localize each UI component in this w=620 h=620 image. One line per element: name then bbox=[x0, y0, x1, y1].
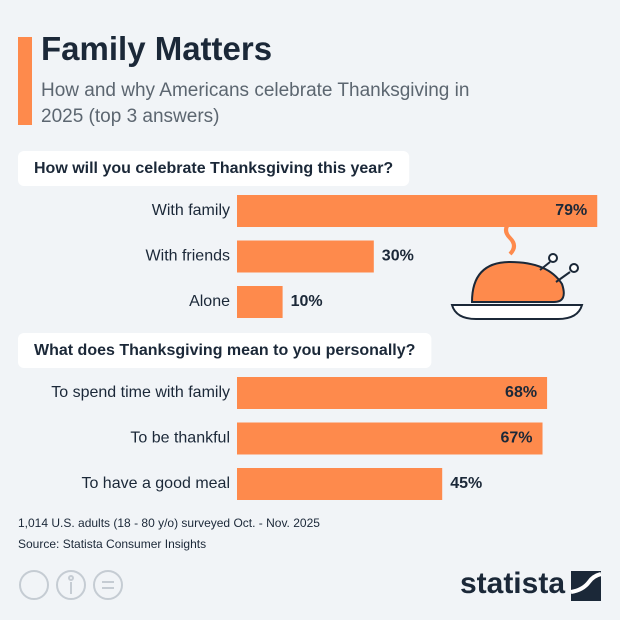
logo-mark-swoosh bbox=[570, 572, 602, 594]
bar bbox=[237, 240, 374, 273]
category-label: To have a good meal bbox=[81, 475, 230, 492]
value-label: 10% bbox=[291, 293, 323, 310]
footnote: 1,014 U.S. adults (18 - 80 y/o) surveyed… bbox=[18, 516, 320, 530]
category-label: Alone bbox=[189, 293, 230, 310]
question-box bbox=[18, 333, 432, 368]
license-icons bbox=[19, 570, 123, 600]
question: What does Thanksgiving mean to you perso… bbox=[34, 342, 415, 359]
bar bbox=[237, 422, 543, 455]
category-label: With family bbox=[152, 202, 230, 219]
value-label: 30% bbox=[382, 248, 414, 265]
value-label: 68% bbox=[505, 384, 537, 401]
subtitle: How and why Americans celebrate Thanksgi… bbox=[41, 80, 470, 127]
bar bbox=[237, 377, 548, 409]
logo: statista bbox=[460, 567, 565, 600]
title: Family Matters bbox=[41, 30, 273, 67]
value-label: 67% bbox=[500, 430, 532, 447]
value-label: 79% bbox=[555, 202, 587, 219]
accent-bar bbox=[18, 37, 32, 125]
category-label: To be thankful bbox=[130, 430, 230, 447]
source: Source: Statista Consumer Insights bbox=[18, 537, 206, 551]
bar bbox=[237, 195, 598, 227]
category-label: To spend time with family bbox=[51, 384, 230, 401]
question-box bbox=[18, 151, 410, 186]
turkey-illustration bbox=[450, 220, 584, 320]
value-label: 45% bbox=[450, 475, 482, 492]
bar bbox=[237, 468, 443, 500]
question: How will you celebrate Thanksgiving this… bbox=[34, 160, 393, 177]
bar bbox=[237, 286, 283, 318]
category-label: With friends bbox=[146, 248, 230, 265]
